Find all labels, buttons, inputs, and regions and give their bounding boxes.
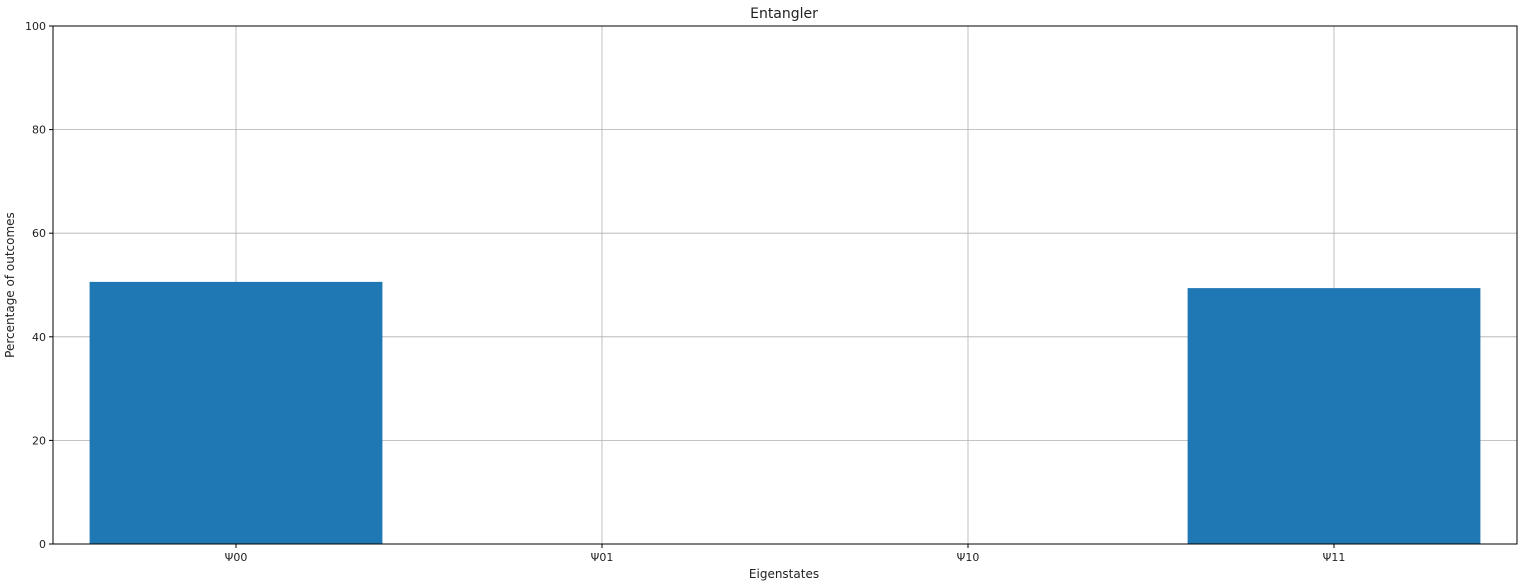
x-tick-label: Ψ00 [225,551,248,564]
y-tick-label: 100 [25,20,46,33]
y-tick-label: 0 [39,538,46,551]
y-axis-title: Percentage of outcomes [3,212,17,358]
bars-layer [89,281,1481,544]
bar-Ψ11 [1187,288,1481,544]
x-tick-label: Ψ10 [957,551,980,564]
y-tick-label: 40 [32,331,46,344]
x-tick-label: Ψ11 [1323,551,1346,564]
x-tick-label: Ψ01 [591,551,614,564]
chart-title: Entangler [750,6,818,22]
plot-frame [52,25,1518,545]
bar-Ψ00 [89,281,383,544]
y-tick-label: 20 [32,434,46,447]
ticks-layer: 0 20 40 60 80 100 Ψ00 Ψ01 Ψ10 Ψ11 [25,20,1345,564]
x-axis-title: Eigenstates [749,567,819,581]
y-tick-label: 80 [32,124,46,137]
y-tick-label: 60 [32,227,46,240]
